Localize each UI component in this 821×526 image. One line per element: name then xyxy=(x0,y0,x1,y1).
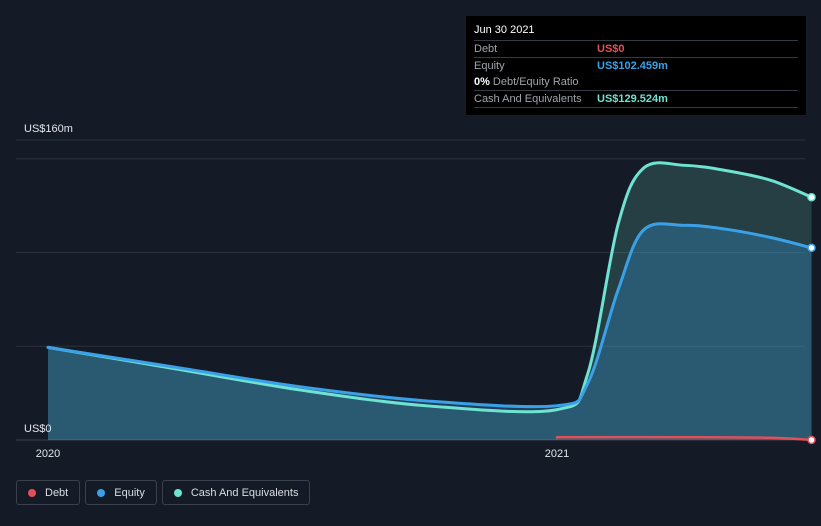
tooltip-debt-label: Debt xyxy=(474,43,498,55)
tooltip-ratio-label: Debt/Equity Ratio xyxy=(492,76,579,88)
area-fills xyxy=(48,162,812,440)
equity-line xyxy=(46,222,813,409)
y-tick-label-top: US$160m xyxy=(24,123,73,135)
equity-end-marker xyxy=(807,243,816,253)
tooltip-ratio: 0% Debt/Equity Ratio xyxy=(474,74,579,90)
debt-end-marker xyxy=(807,435,816,445)
tooltip-debt-value: US$0 xyxy=(597,43,625,55)
tooltip-cash-value: US$129.524m xyxy=(597,93,668,105)
cash-end-marker xyxy=(807,192,816,202)
series-lines xyxy=(46,161,813,442)
y-tick-label-bottom: US$0 xyxy=(24,423,52,435)
cash-dot-icon xyxy=(173,488,182,497)
legend-debt-label: Debt xyxy=(45,486,69,499)
chart-legend: Debt Equity Cash And Equivalents xyxy=(16,480,311,505)
cash-area xyxy=(48,162,812,440)
tooltip-date: Jun 30 2021 xyxy=(474,24,535,36)
debt-line xyxy=(555,435,813,442)
tooltip-equity-label: Equity xyxy=(474,60,505,72)
gridlines xyxy=(16,139,805,441)
tooltip-row-equity: Equity US$102.459m 0% Debt/Equity Ratio xyxy=(474,57,798,90)
cash-line xyxy=(46,161,813,414)
legend-equity-label: Equity xyxy=(114,486,145,499)
end-markers xyxy=(807,192,816,445)
tooltip-row-debt: Debt US$0 xyxy=(474,40,798,57)
tooltip-ratio-value: 0% xyxy=(474,76,490,88)
legend-cash-label: Cash And Equivalents xyxy=(190,486,299,499)
tooltip-row-cash: Cash And Equivalents US$129.524m xyxy=(474,90,798,108)
hover-tooltip: Jun 30 2021 Debt US$0 Equity US$102.459m… xyxy=(466,16,806,115)
debt-dot-icon xyxy=(28,488,36,497)
legend-item-debt[interactable]: Debt xyxy=(16,480,81,505)
x-tick-label-2020: 2020 xyxy=(36,448,60,460)
tooltip-cash-label: Cash And Equivalents xyxy=(474,93,582,105)
legend-item-cash[interactable]: Cash And Equivalents xyxy=(161,480,311,505)
equity-dot-icon xyxy=(97,488,106,497)
equity-area xyxy=(48,223,812,440)
x-tick-label-2021: 2021 xyxy=(545,448,569,460)
tooltip-equity-value: US$102.459m xyxy=(597,60,668,72)
tooltip-spacer xyxy=(668,58,791,74)
legend-item-equity[interactable]: Equity xyxy=(85,480,157,505)
